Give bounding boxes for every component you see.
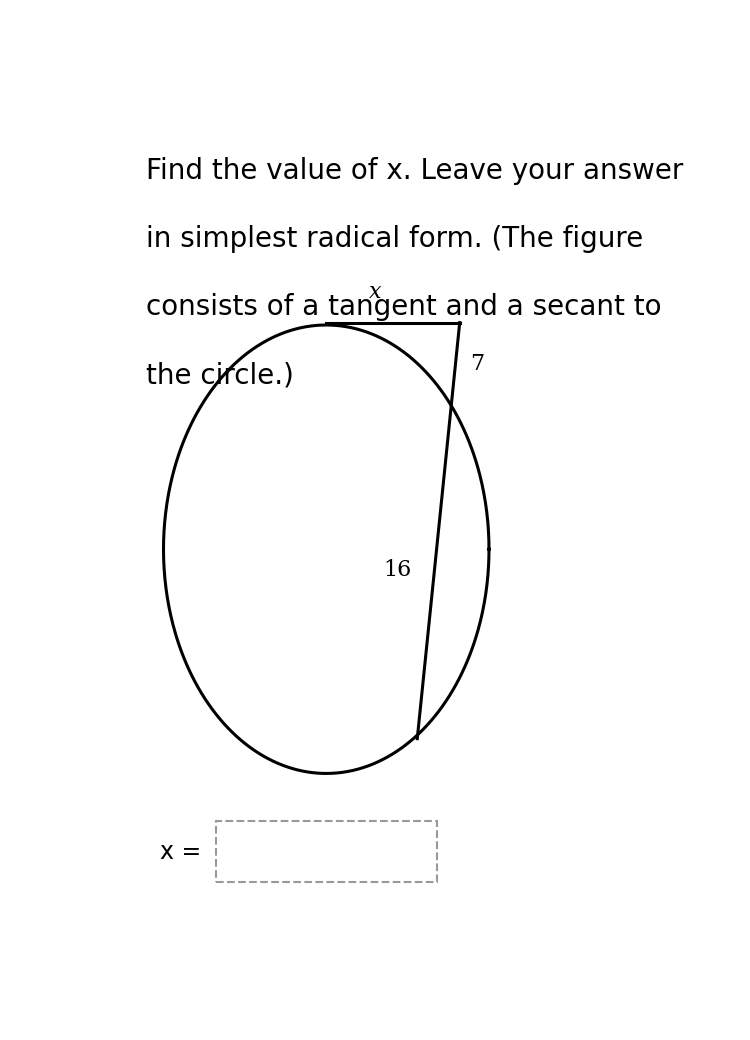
Text: 7: 7 (470, 354, 484, 375)
Text: the circle.): the circle.) (146, 361, 294, 389)
Text: x: x (369, 281, 382, 303)
Text: in simplest radical form. (The figure: in simplest radical form. (The figure (146, 225, 644, 253)
Text: x =: x = (160, 839, 201, 863)
Text: consists of a tangent and a secant to: consists of a tangent and a secant to (146, 293, 662, 321)
Text: 16: 16 (383, 560, 411, 581)
Bar (216, 822, 436, 882)
Text: Find the value of x. Leave your answer: Find the value of x. Leave your answer (146, 157, 683, 185)
